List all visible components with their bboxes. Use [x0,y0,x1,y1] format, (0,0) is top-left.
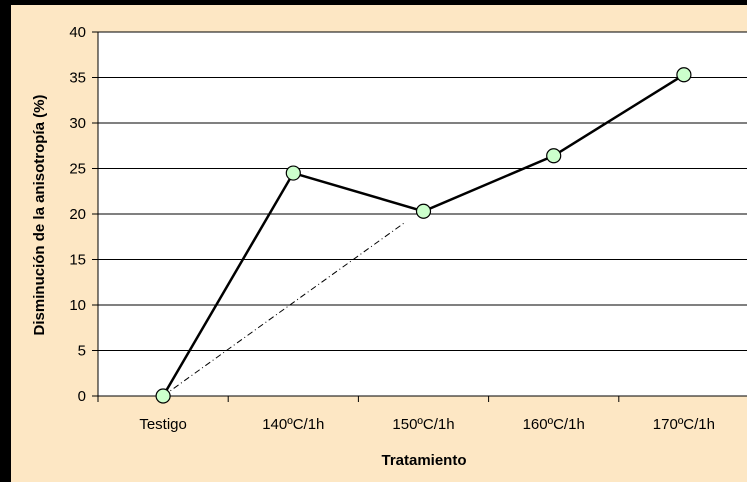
x-tick-label: 170ºC/1h [653,416,715,433]
x-axis-title: Tratamiento [381,452,466,469]
gridlines [98,31,747,351]
trend-line [162,222,405,397]
y-axis-title: Disminución de la anisotropía (%) [31,95,48,336]
y-tick-label: 5 [78,343,86,360]
y-tick-label: 0 [78,388,86,405]
y-tick-label: 25 [69,161,86,178]
y-tick-label: 30 [69,115,86,132]
data-point [546,148,562,164]
x-axis-ticks: Testigo 140ºC/1h 150ºC/1h 160ºC/1h 170ºC/1h [97,396,715,433]
y-axis-ticks: 0 5 10 15 20 25 30 35 40 [69,24,98,405]
x-tick-label: Testigo [139,416,187,433]
data-point [155,388,171,404]
data-markers [155,67,692,404]
y-tick-label: 10 [69,297,86,314]
data-point [676,67,692,83]
data-point [285,165,301,181]
x-tick-label: 140ºC/1h [262,416,324,433]
data-point [415,203,432,219]
x-tick-label: 150ºC/1h [392,416,454,433]
y-tick-label: 35 [69,70,86,87]
x-tick-label: 160ºC/1h [523,416,585,433]
y-tick-label: 15 [69,252,86,269]
y-tick-label: 20 [69,206,86,223]
y-tick-label: 40 [69,24,86,41]
